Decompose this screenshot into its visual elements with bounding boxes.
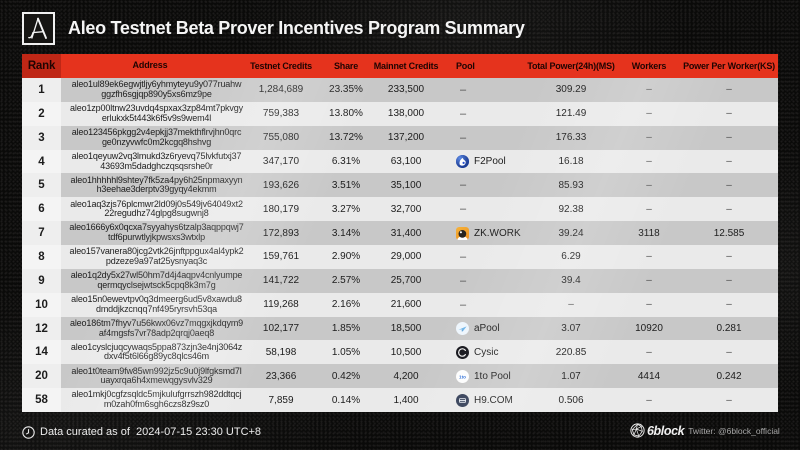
svg-text:1to: 1to [459,374,466,379]
